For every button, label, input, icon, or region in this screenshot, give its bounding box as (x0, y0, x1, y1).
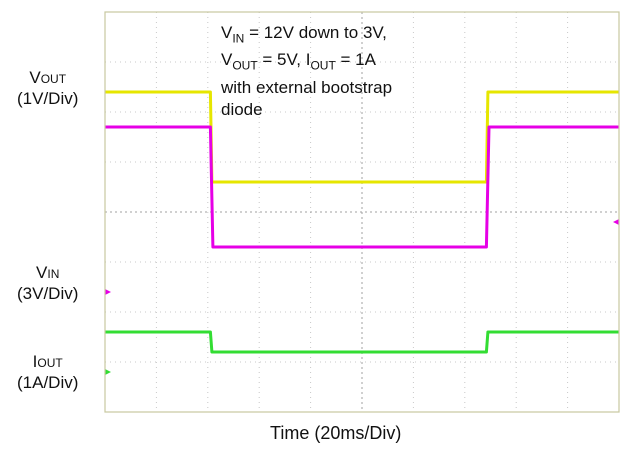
vin-trace (105, 125, 619, 249)
vin-label-sub: IN (47, 267, 60, 281)
plot-frame (104, 11, 620, 413)
vin-label-scale: (3V/Div) (17, 284, 79, 304)
channel-marker (105, 289, 111, 295)
vout-label-name: V (29, 68, 41, 87)
vout-label-sub: OUT (40, 72, 67, 86)
annotation-line-3: with external bootstrap (221, 77, 393, 97)
x-axis-label: Time (20ms/Div) (270, 423, 402, 443)
annotation-line-2: VOUT = 5V, IOUT = 1A (221, 50, 376, 73)
iout-label-sub: OUT (37, 356, 63, 370)
vout-label: VOUT (1V/Div) (17, 67, 78, 110)
traces (105, 90, 619, 354)
channel-marker (105, 369, 111, 375)
annotation-line-1: VIN = 12V down to 3V, (221, 23, 387, 46)
channel-markers (105, 219, 619, 375)
iout-trace (105, 330, 619, 354)
test-conditions-annotation: VIN = 12V down to 3V, VOUT = 5V, IOUT = … (221, 22, 392, 121)
iout-label: IOUT (1A/Div) (17, 351, 78, 394)
channel-marker (613, 219, 619, 225)
vout-trace (105, 90, 619, 184)
iout-label-name: I (32, 352, 38, 371)
vin-label-name: V (36, 263, 48, 282)
grid (105, 12, 619, 412)
annotation-line-4: diode (221, 99, 263, 119)
vin-label: VIN (3V/Div) (17, 262, 78, 305)
vout-label-scale: (1V/Div) (17, 89, 79, 109)
iout-label-scale: (1A/Div) (17, 373, 79, 393)
